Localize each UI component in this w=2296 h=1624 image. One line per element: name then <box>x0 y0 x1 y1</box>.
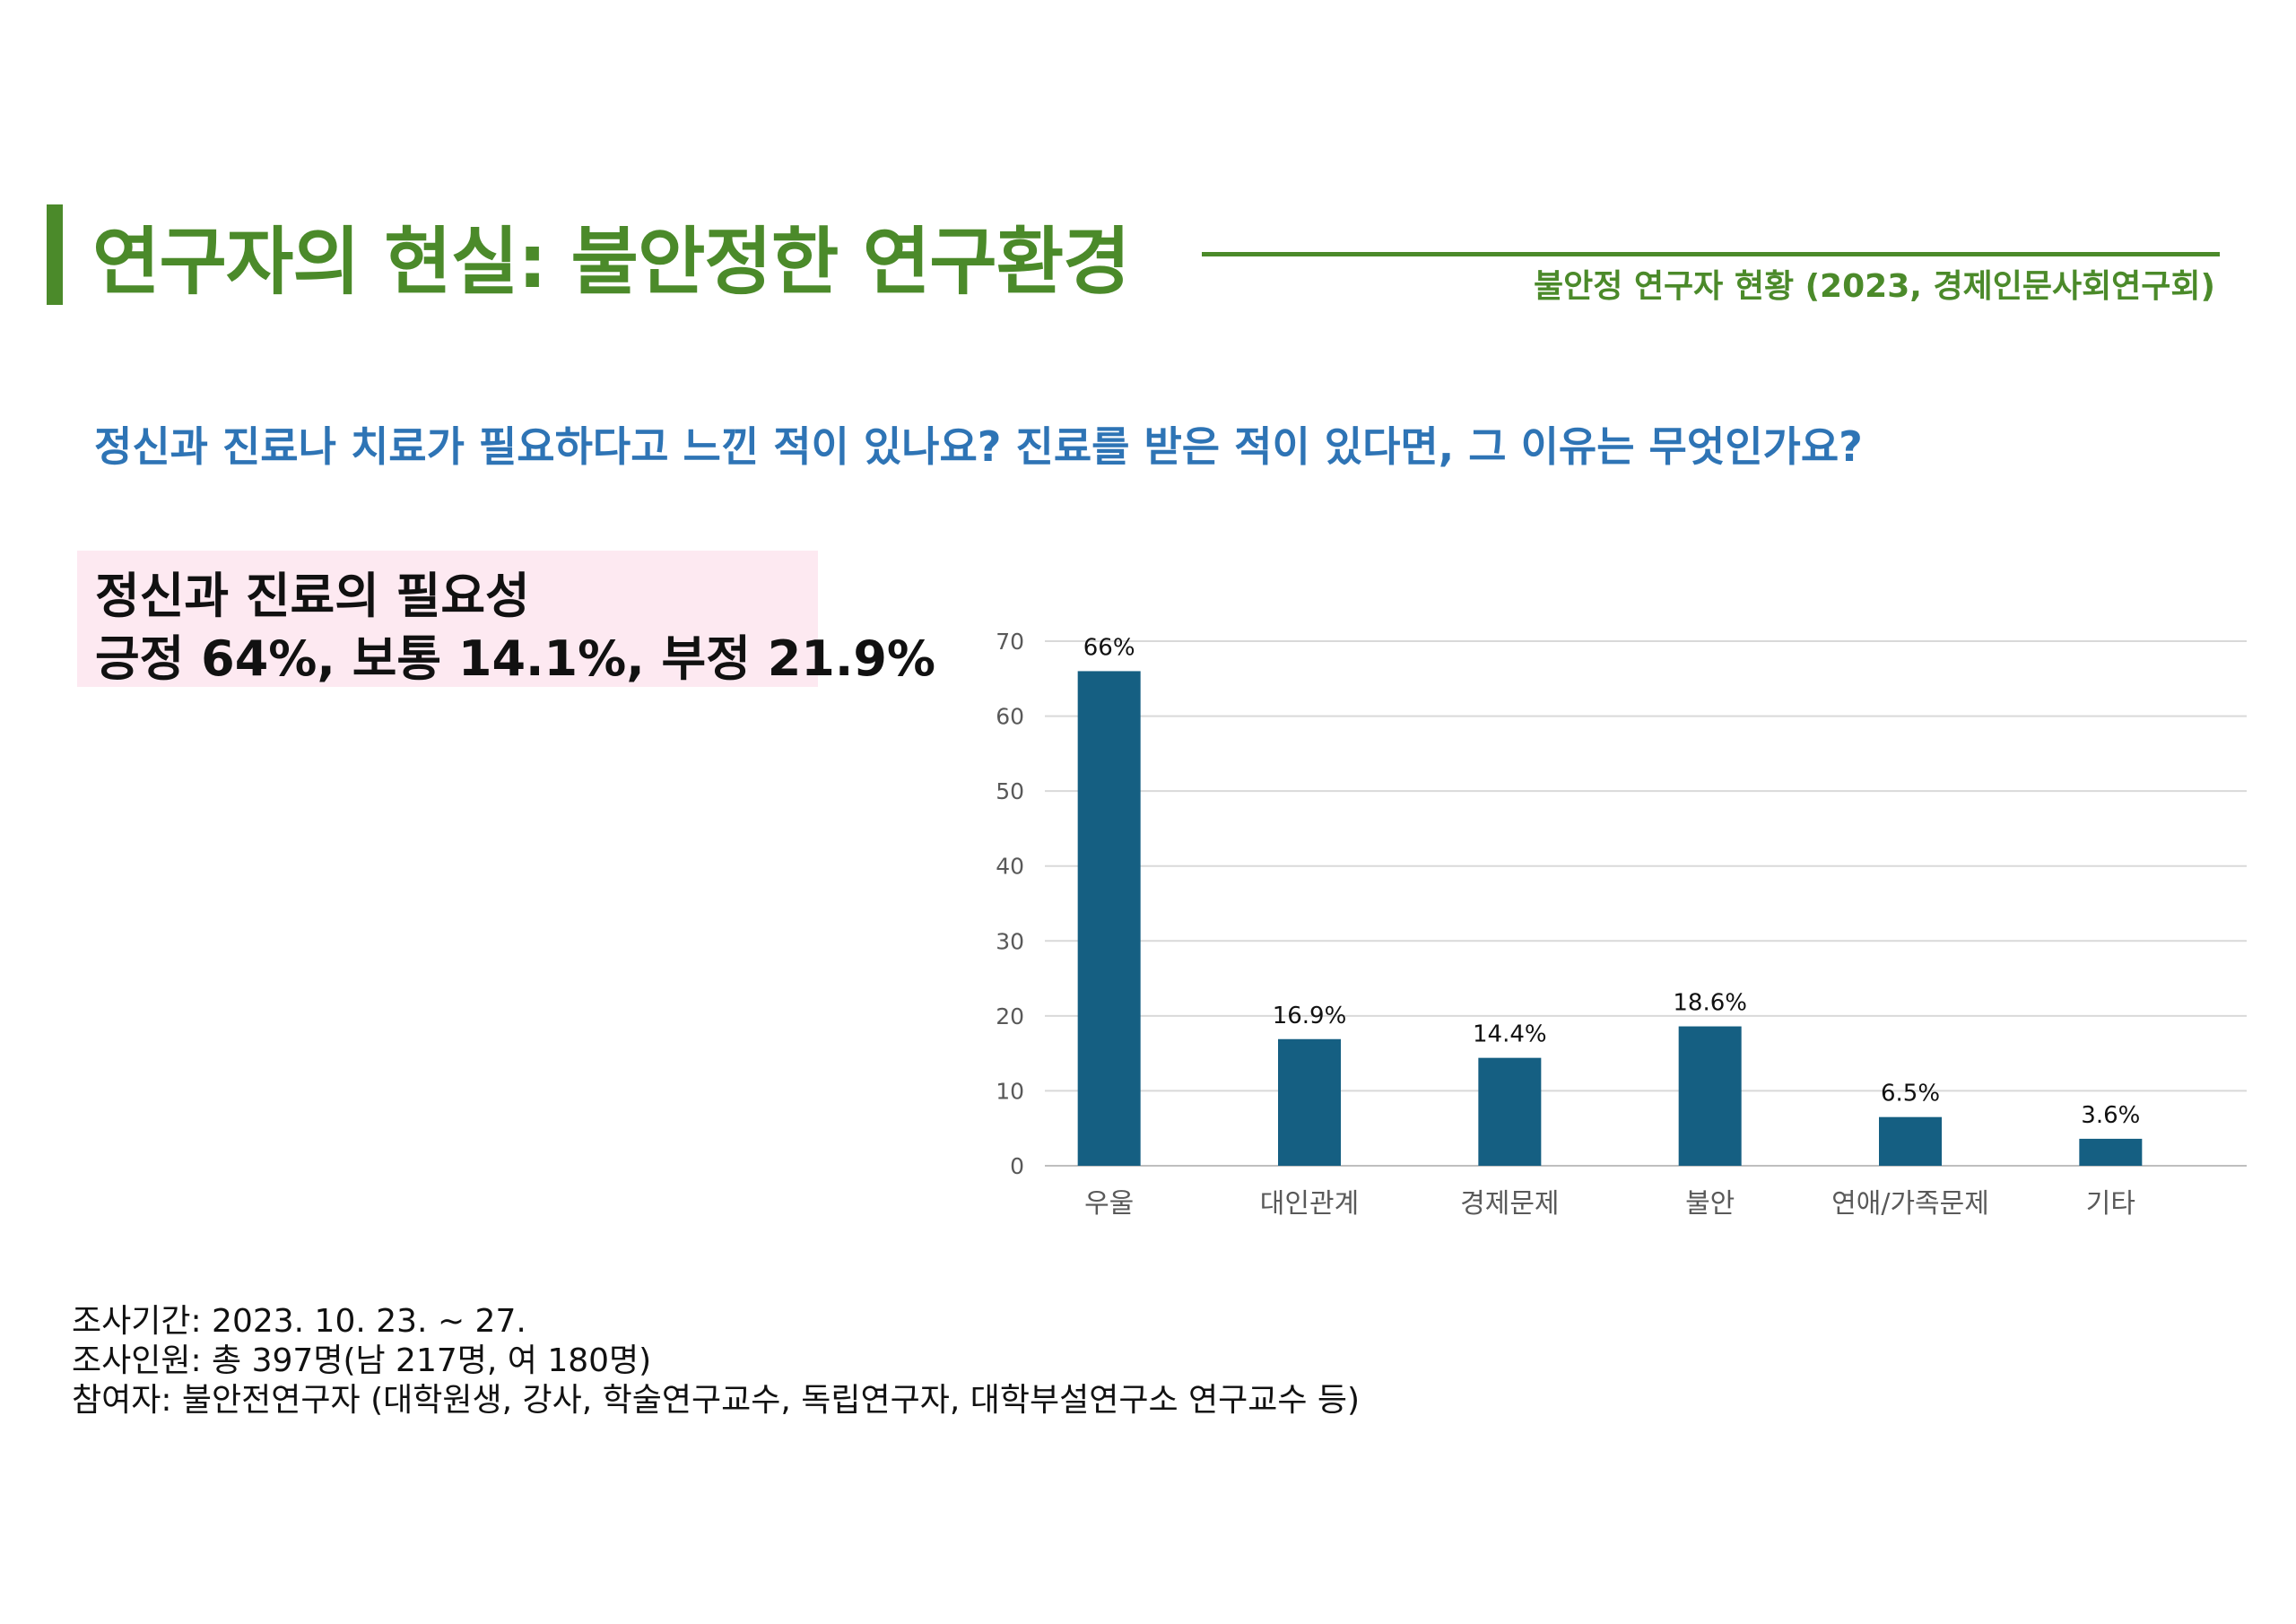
y-tick-label: 50 <box>996 778 1024 804</box>
data-label: 3.6% <box>2081 1102 2140 1129</box>
y-tick-label: 70 <box>996 629 1024 655</box>
category-label: 우울 <box>1084 1188 1134 1220</box>
bar-chart: 0 10 20 30 40 50 60 70 66% 우울 16.9% 대인관계 14.4% 경제문제 18… <box>996 629 2247 1220</box>
survey-question: 정신과 진료나 치료가 필요하다고 느낀 적이 있나요? 진료를 받은 적이 있… <box>94 422 1863 471</box>
bar-1 <box>1077 671 1141 1166</box>
category-label: 불안 <box>1685 1188 1735 1220</box>
summary-values: 긍정 64%, 보통 14.1%, 부정 21.9% <box>95 630 936 687</box>
source-caption: 불안정 연구자 현황 (2023, 경제인문사회연구회) <box>1534 268 2215 305</box>
bar-4 <box>1678 1026 1742 1166</box>
summary-heading: 정신과 진료의 필요성 <box>95 568 530 624</box>
survey-period: 조사기간: 2023. 10. 23. ~ 27. <box>72 1303 526 1340</box>
survey-participants: 참여자: 불안전연구자 (대학원생, 강사, 학술연구교수, 독립연구자, 대학… <box>72 1382 1361 1419</box>
y-tick-label: 10 <box>996 1078 1024 1104</box>
y-tick-label: 0 <box>1010 1153 1024 1179</box>
y-tick-label: 40 <box>996 854 1024 880</box>
category-label: 기타 <box>2086 1188 2135 1220</box>
summary-box <box>77 551 818 687</box>
title-underline <box>1202 252 2220 256</box>
category-label: 대인관계 <box>1260 1188 1359 1220</box>
y-tick-label: 60 <box>996 704 1024 730</box>
y-tick-label: 20 <box>996 1003 1024 1029</box>
data-label: 14.4% <box>1473 1021 1547 1048</box>
bar-3 <box>1478 1057 1542 1166</box>
data-label: 16.9% <box>1273 1003 1347 1029</box>
bar-6 <box>2079 1138 2143 1166</box>
data-label: 18.6% <box>1673 990 1747 1017</box>
data-label: 6.5% <box>1881 1081 1940 1107</box>
bar-2 <box>1278 1038 1341 1166</box>
y-tick-label: 30 <box>996 928 1024 954</box>
bar-5 <box>1879 1116 1942 1166</box>
page-title: 연구자의 현실: 불안정한 연구환경 <box>92 220 1131 305</box>
data-label: 66% <box>1083 634 1135 661</box>
category-label: 경제문제 <box>1460 1188 1559 1220</box>
category-label: 연애/가족문제 <box>1831 1188 1989 1220</box>
title-accent-bar <box>47 204 63 305</box>
survey-respondents: 조사인원: 총 397명(남 217명, 여 180명) <box>72 1342 652 1379</box>
